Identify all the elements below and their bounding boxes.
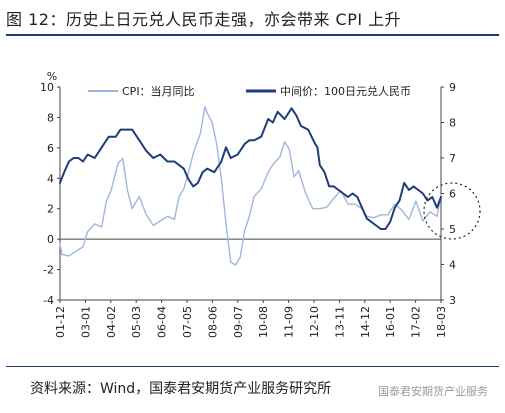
x-tick-label: 17-02 bbox=[410, 306, 423, 338]
left-tick-label: 4 bbox=[47, 172, 54, 185]
legend-label-cpi: CPI：当月同比 bbox=[122, 84, 195, 98]
left-tick-label: -2 bbox=[43, 264, 54, 277]
source-note: 资料来源：Wind，国泰君安期货产业服务研究所 bbox=[30, 381, 332, 397]
x-tick-label: 10-08 bbox=[257, 306, 270, 338]
right-tick-label: 8 bbox=[449, 117, 456, 130]
x-tick-label: 18-03 bbox=[435, 306, 448, 338]
x-tick-label: 07-05 bbox=[181, 306, 194, 338]
x-tick-label: 08-06 bbox=[206, 306, 219, 338]
dual-axis-line-chart: % -4 -2 0 2 4 6 8 10 3 4 5 6 7 8 9 01-12 03-01 04-02 05-03 0… bbox=[40, 70, 481, 338]
left-tick-label: 8 bbox=[47, 111, 54, 124]
left-tick-label: 0 bbox=[47, 233, 54, 246]
x-tick-label: 04-02 bbox=[105, 306, 118, 338]
cpi-series-line bbox=[59, 106, 442, 266]
chart-axes: % -4 -2 0 2 4 6 8 10 3 4 5 6 7 8 9 01-12 03-01 04-02 05-03 0… bbox=[40, 70, 456, 338]
x-tick-label: 12-10 bbox=[308, 306, 321, 338]
right-tick-label: 4 bbox=[449, 259, 456, 272]
right-tick-label: 3 bbox=[449, 294, 456, 307]
chart-legend: CPI：当月同比 中间价：100日元兑人民币 bbox=[88, 84, 411, 98]
page-title: 图 12：历史上日元兑人民币走强，亦会带来 CPI 上升 bbox=[6, 10, 402, 29]
right-tick-label: 5 bbox=[449, 223, 456, 236]
legend-label-jpy-cny: 中间价：100日元兑人民币 bbox=[280, 84, 411, 98]
left-tick-label: 6 bbox=[47, 142, 54, 155]
x-tick-label: 05-03 bbox=[130, 306, 143, 338]
x-tick-label: 13-11 bbox=[333, 306, 346, 338]
chart-annotation bbox=[423, 182, 481, 240]
x-tick-label: 01-12 bbox=[54, 306, 67, 338]
title-divider bbox=[6, 34, 499, 36]
chart-series bbox=[59, 106, 442, 266]
x-tick-label: 16-01 bbox=[384, 306, 397, 338]
left-tick-label: 2 bbox=[47, 203, 54, 216]
watermark-text: 国泰君安期货产业服务 bbox=[378, 385, 488, 398]
source-divider bbox=[6, 366, 499, 367]
x-tick-label: 11-09 bbox=[283, 306, 296, 338]
right-tick-label: 7 bbox=[449, 152, 456, 165]
right-tick-label: 6 bbox=[449, 188, 456, 201]
right-tick-label: 9 bbox=[449, 81, 456, 94]
x-tick-label: 09-07 bbox=[232, 306, 245, 338]
x-tick-label: 03-01 bbox=[79, 306, 92, 338]
x-tick-label: 14-12 bbox=[359, 306, 372, 338]
left-tick-label: 10 bbox=[40, 81, 54, 94]
left-axis-unit: % bbox=[47, 70, 57, 83]
x-tick-label: 06-04 bbox=[156, 306, 169, 338]
jpy-cny-series-line bbox=[59, 107, 442, 230]
highlight-circle bbox=[423, 182, 481, 240]
left-tick-label: -4 bbox=[43, 294, 54, 307]
